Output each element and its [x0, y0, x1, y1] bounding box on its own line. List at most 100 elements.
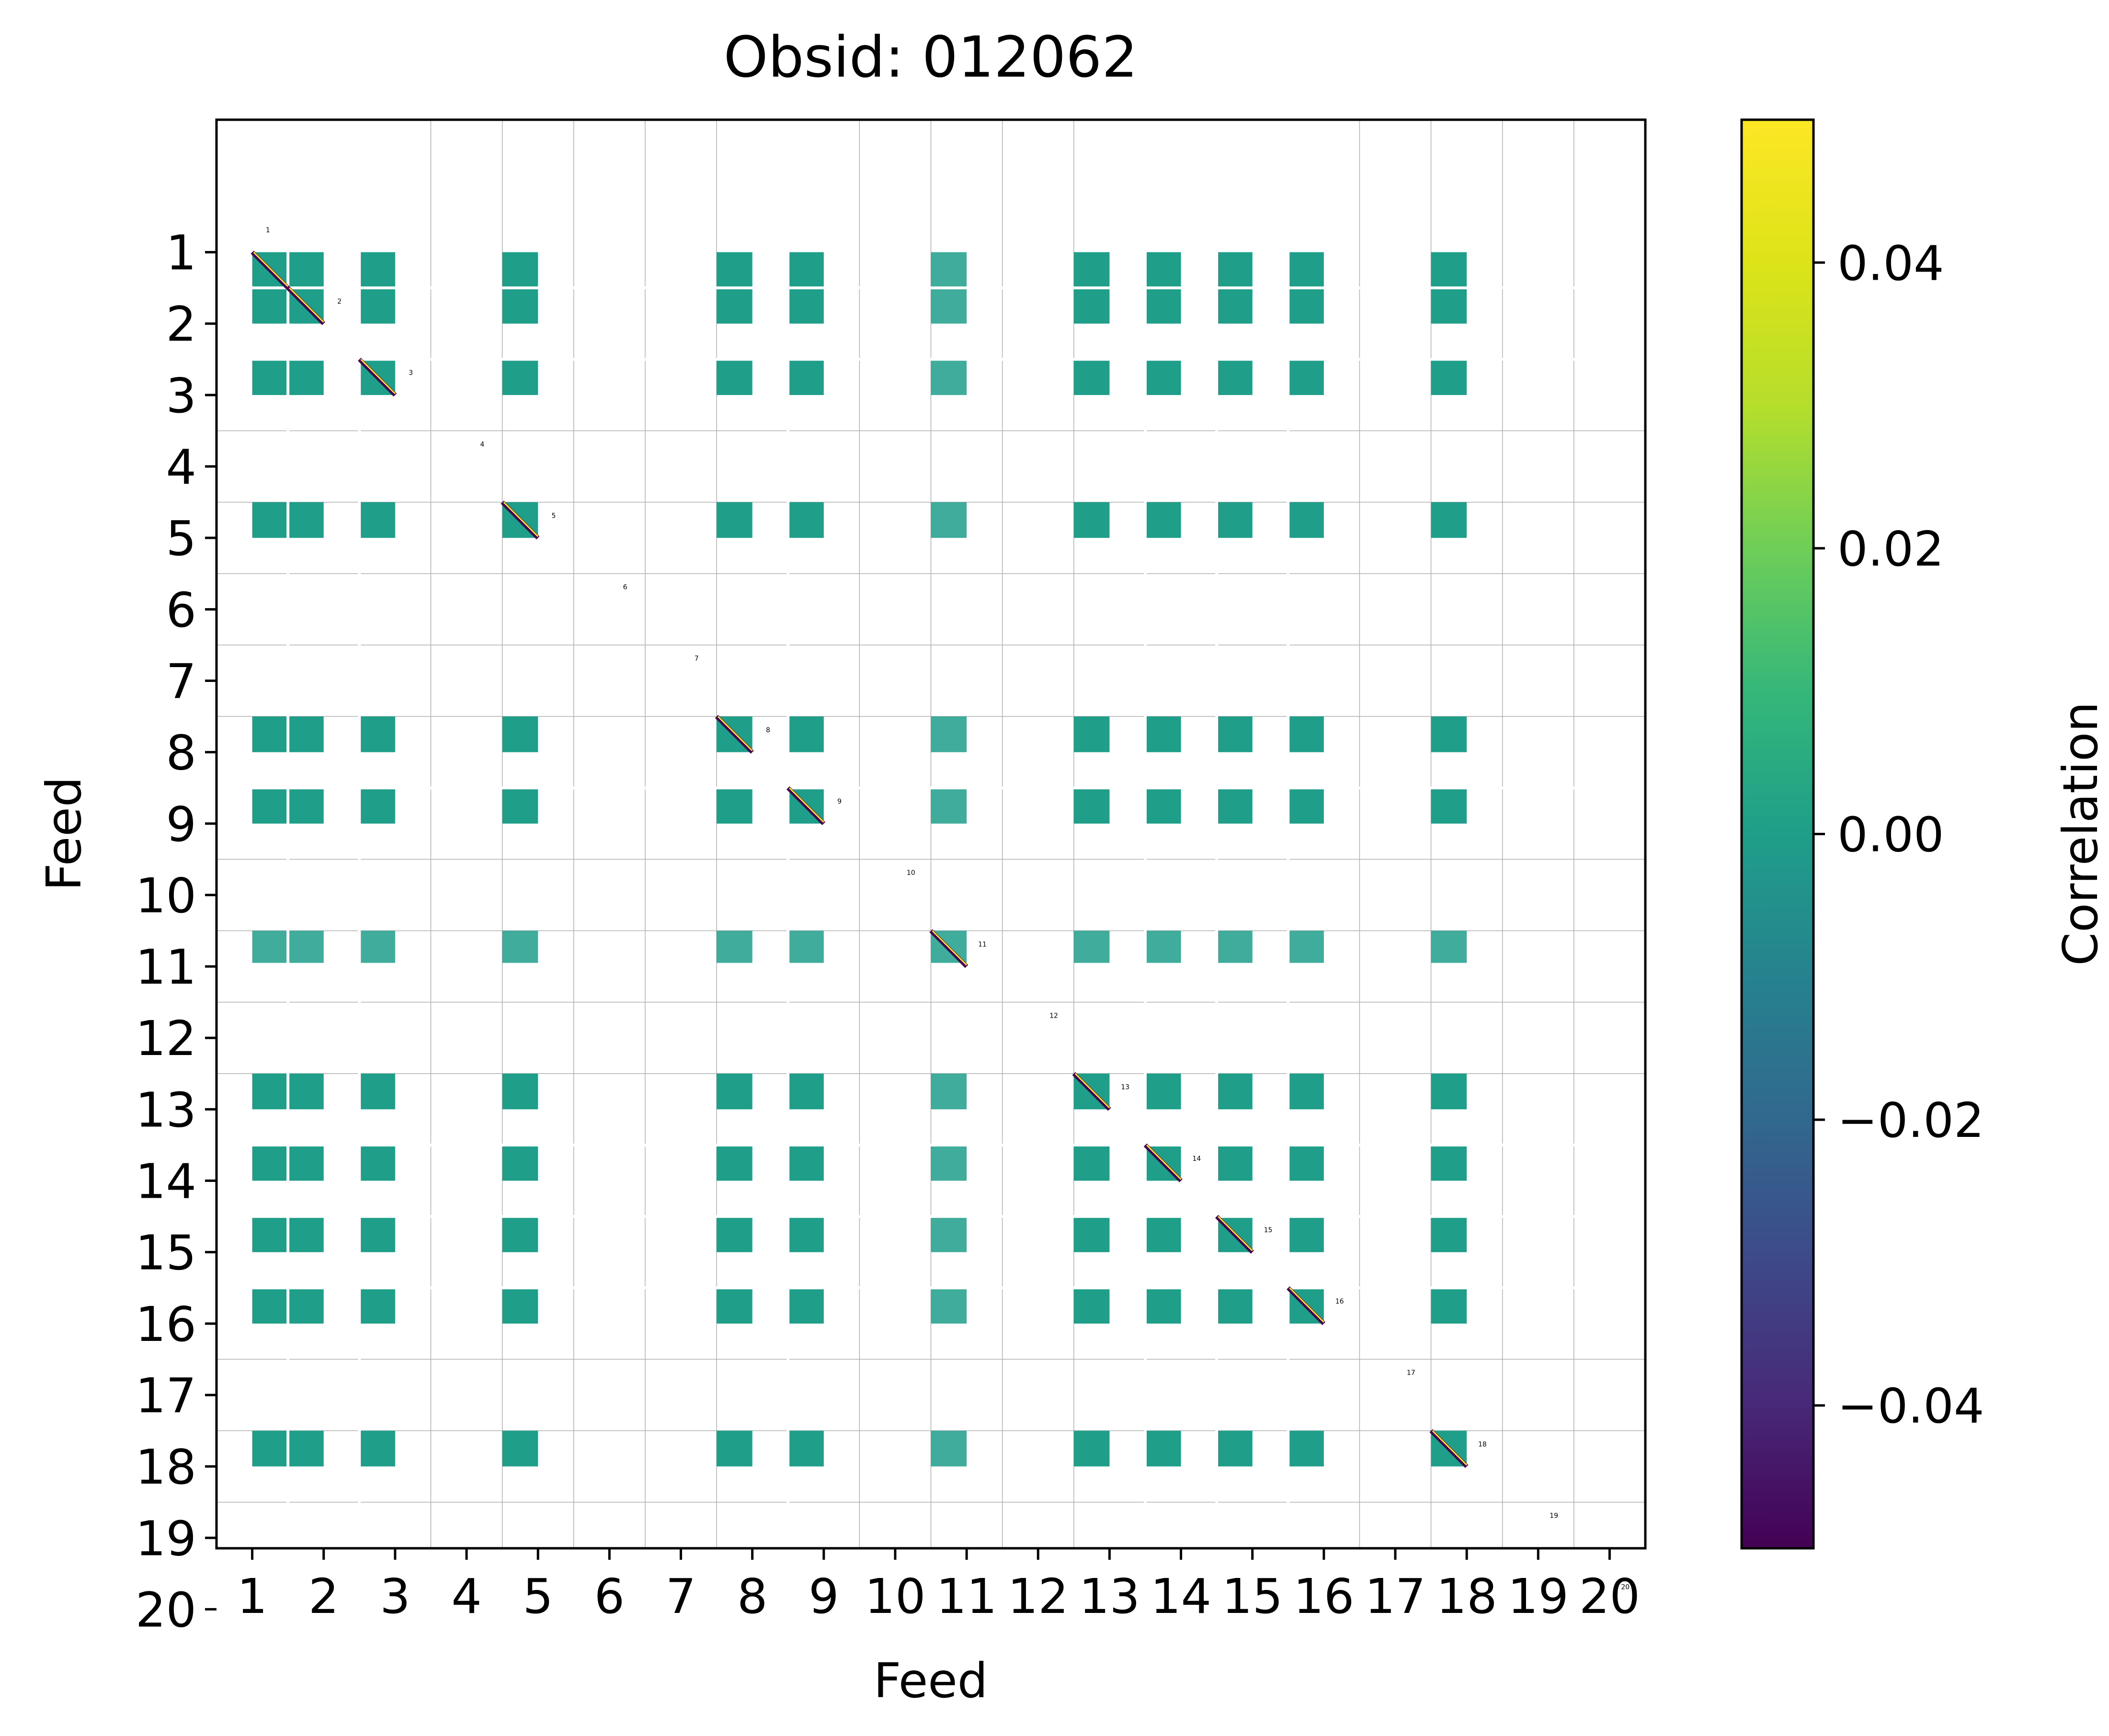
heatmap-cell [1073, 359, 1110, 395]
heatmap-cell [1288, 1216, 1324, 1252]
heatmap-cell [252, 1145, 288, 1181]
heatmap-cell [1431, 288, 1467, 324]
heatmap-cell [1431, 1288, 1467, 1324]
feed-annotation: 19 [1550, 1512, 1558, 1520]
feed-annotation: 5 [552, 512, 556, 520]
y-tick-label: 1 [166, 225, 196, 281]
heatmap-cell [1288, 1430, 1324, 1467]
heatmap-cell [788, 1216, 824, 1252]
colorbar-gradient [1740, 118, 1815, 1550]
x-tick-label: 19 [1508, 1568, 1569, 1624]
heatmap-cell [1145, 252, 1181, 288]
heatmap-cell [1431, 252, 1467, 288]
heatmap-cell [1145, 1430, 1181, 1467]
x-axis-label: Feed [874, 1653, 988, 1709]
heatmap-cell [1145, 930, 1181, 963]
heatmap-cell [288, 788, 324, 824]
y-tick-label: 7 [166, 653, 196, 709]
heatmap-cell [717, 930, 752, 963]
x-tick-label: 5 [523, 1568, 553, 1624]
y-tick-label: 11 [136, 939, 196, 995]
heatmap-cells [217, 120, 1645, 1548]
heatmap-cell [359, 288, 395, 324]
x-tick-label: 14 [1151, 1568, 1211, 1624]
heatmap-cell [502, 1288, 538, 1324]
heatmap-cell [359, 1216, 395, 1252]
heatmap-cell [1431, 1145, 1467, 1181]
heatmap-cell [788, 1288, 824, 1324]
colorbar-tick-label: 0.00 [1837, 807, 1944, 863]
heatmap-cell [288, 252, 324, 288]
diagonal-line-high [360, 359, 396, 394]
heatmap-cell [252, 716, 288, 752]
heatmap-cell [288, 1073, 324, 1110]
diagonal-line-low [501, 500, 540, 540]
heatmap-cell [1431, 1073, 1467, 1110]
x-tick-label: 3 [380, 1568, 410, 1624]
diagonal-line-high [717, 715, 753, 751]
diagonal-line-high [1289, 1287, 1324, 1323]
heatmap-cell [717, 252, 752, 288]
heatmap-cell [1217, 1430, 1253, 1467]
heatmap-cell [717, 502, 752, 538]
heatmap-cell [502, 1430, 538, 1467]
y-tick-label: 19 [136, 1510, 196, 1566]
feed-annotation: 7 [695, 655, 699, 663]
heatmap-cell [502, 716, 538, 752]
heatmap-cell [931, 288, 967, 324]
y-tick-label: 3 [166, 368, 196, 424]
x-tick-label: 18 [1436, 1568, 1497, 1624]
heatmap-cell [359, 252, 395, 288]
heatmap-cell [502, 1073, 538, 1110]
diagonal-line-low [929, 929, 969, 968]
heatmap-cell [1217, 788, 1253, 824]
y-tick-label: 17 [136, 1368, 196, 1424]
y-tick-label: 10 [136, 868, 196, 924]
heatmap-cell [1217, 1073, 1253, 1110]
heatmap-cell [1431, 502, 1467, 538]
grid-lines [217, 120, 1645, 1548]
heatmap-cell [1431, 930, 1467, 963]
colorbar-tick-label: −0.04 [1837, 1378, 1984, 1434]
diagonal-line-high [253, 251, 289, 287]
heatmap-cell [1217, 1145, 1253, 1181]
x-tick-label: 7 [666, 1568, 696, 1624]
diagonal-line-high [789, 787, 824, 823]
heatmap-cell [931, 716, 967, 752]
heatmap-cell [502, 252, 538, 288]
diagonal-line-low [1143, 1143, 1183, 1182]
heatmap-cell [1217, 1288, 1253, 1324]
heatmap-cell [931, 359, 967, 395]
diagonal-line-low [1072, 1072, 1111, 1111]
heatmap-cell [788, 288, 824, 324]
feed-annotation: 4 [480, 441, 484, 448]
diagonal-line-high [932, 930, 968, 966]
heatmap-cell [1217, 930, 1253, 963]
diagonal-line-low [787, 786, 825, 825]
heatmap-cell [359, 716, 395, 752]
heatmap-cell [1145, 1073, 1181, 1110]
feed-annotation: 11 [978, 941, 987, 948]
heatmap-cell [1431, 788, 1467, 824]
x-tick-label: 16 [1293, 1568, 1354, 1624]
heatmap-cell [1288, 1145, 1324, 1181]
heatmap-cell [359, 930, 395, 963]
heatmap-cell [1431, 716, 1467, 752]
diagonal-line-low [1429, 1429, 1469, 1468]
heatmap-cell [252, 788, 288, 824]
diagonal-line-high [503, 501, 539, 537]
heatmap-cell [788, 716, 824, 752]
heatmap-cell [502, 1145, 538, 1181]
x-tick-label: 9 [809, 1568, 839, 1624]
colorbar: −0.04 −0.02 0.00 0.02 0.04 Correlation [1740, 118, 2109, 1550]
x-tick-label: 15 [1222, 1568, 1283, 1624]
heatmap-cell [931, 1430, 967, 1467]
heatmap-cell [717, 1073, 752, 1110]
x-tick-label: 11 [936, 1568, 997, 1624]
heatmap-cell [288, 930, 324, 963]
feed-annotation: 15 [1264, 1226, 1273, 1234]
heatmap-cell [1073, 788, 1110, 824]
diagonal-line-low [1287, 1286, 1326, 1326]
heatmap-cell [1145, 1288, 1181, 1324]
